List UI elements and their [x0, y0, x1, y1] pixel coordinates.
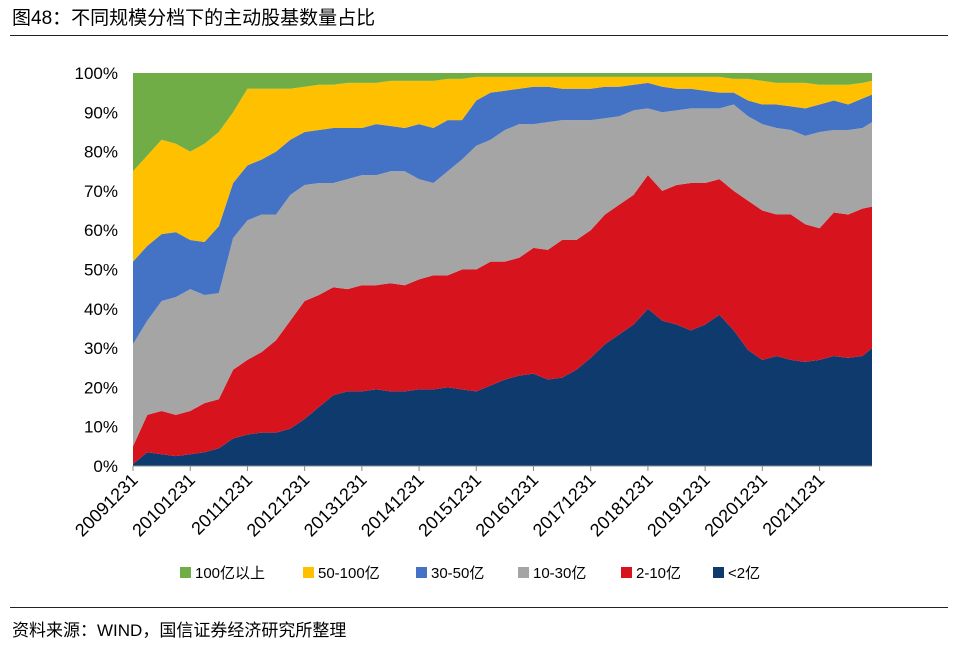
x-tick-label: 20211231: [759, 470, 829, 540]
legend-label: <2亿: [728, 564, 761, 582]
y-tick-label: 20%: [84, 378, 118, 397]
y-tick-label: 60%: [84, 221, 118, 240]
y-tick-label: 70%: [84, 182, 118, 201]
area-series-100yi-plus: [133, 73, 872, 172]
y-tick-label: 100%: [75, 64, 118, 83]
title-divider: [10, 35, 948, 36]
source-note: 资料来源：WIND，国信证券经济研究所整理: [12, 621, 347, 640]
area-series-30-50yi: [133, 82, 872, 345]
legend-label: 100亿以上: [195, 564, 266, 582]
area-series-2-10yi: [133, 175, 872, 465]
legend-item: 100亿以上: [180, 562, 265, 582]
legend-label: 2-10亿: [636, 564, 682, 582]
legend-label: 30-50亿: [431, 564, 485, 582]
legend-item: 50-100亿: [303, 562, 380, 582]
y-tick-label: 10%: [84, 418, 118, 437]
y-tick-label: 50%: [84, 261, 118, 280]
legend-swatch: [180, 566, 191, 578]
area-series-10-30yi: [133, 104, 872, 447]
area-series-50-100yi: [133, 76, 872, 262]
plot-area: [133, 73, 872, 466]
area-series-under-2yi: [133, 308, 872, 466]
legend-swatch: [713, 566, 724, 578]
legend-swatch: [518, 566, 529, 578]
legend-label: 10-30亿: [533, 564, 587, 582]
legend-item: 10-30亿: [518, 562, 586, 582]
y-tick-label: 0%: [93, 457, 118, 476]
x-tick-label: 20201231: [700, 470, 771, 541]
legend-swatch: [621, 566, 632, 578]
chart-title: 图48：不同规模分档下的主动股基数量占比: [12, 8, 376, 29]
source-divider: [10, 607, 948, 608]
legend-item: <2亿: [713, 562, 760, 582]
y-tick-label: 30%: [84, 339, 118, 358]
y-tick-label: 80%: [84, 143, 118, 162]
legend-swatch: [416, 566, 427, 578]
x-tick-label: 20101231: [128, 470, 199, 541]
legend-item: 30-50亿: [416, 562, 484, 582]
stacked-area-chart: 2009123120101231201112312012123120131231…: [71, 64, 872, 541]
legend-swatch: [303, 566, 314, 578]
y-tick-label: 40%: [84, 300, 118, 319]
y-tick-label: 90%: [84, 103, 118, 122]
legend-label: 50-100亿: [318, 564, 380, 582]
legend-item: 2-10亿: [621, 562, 681, 582]
